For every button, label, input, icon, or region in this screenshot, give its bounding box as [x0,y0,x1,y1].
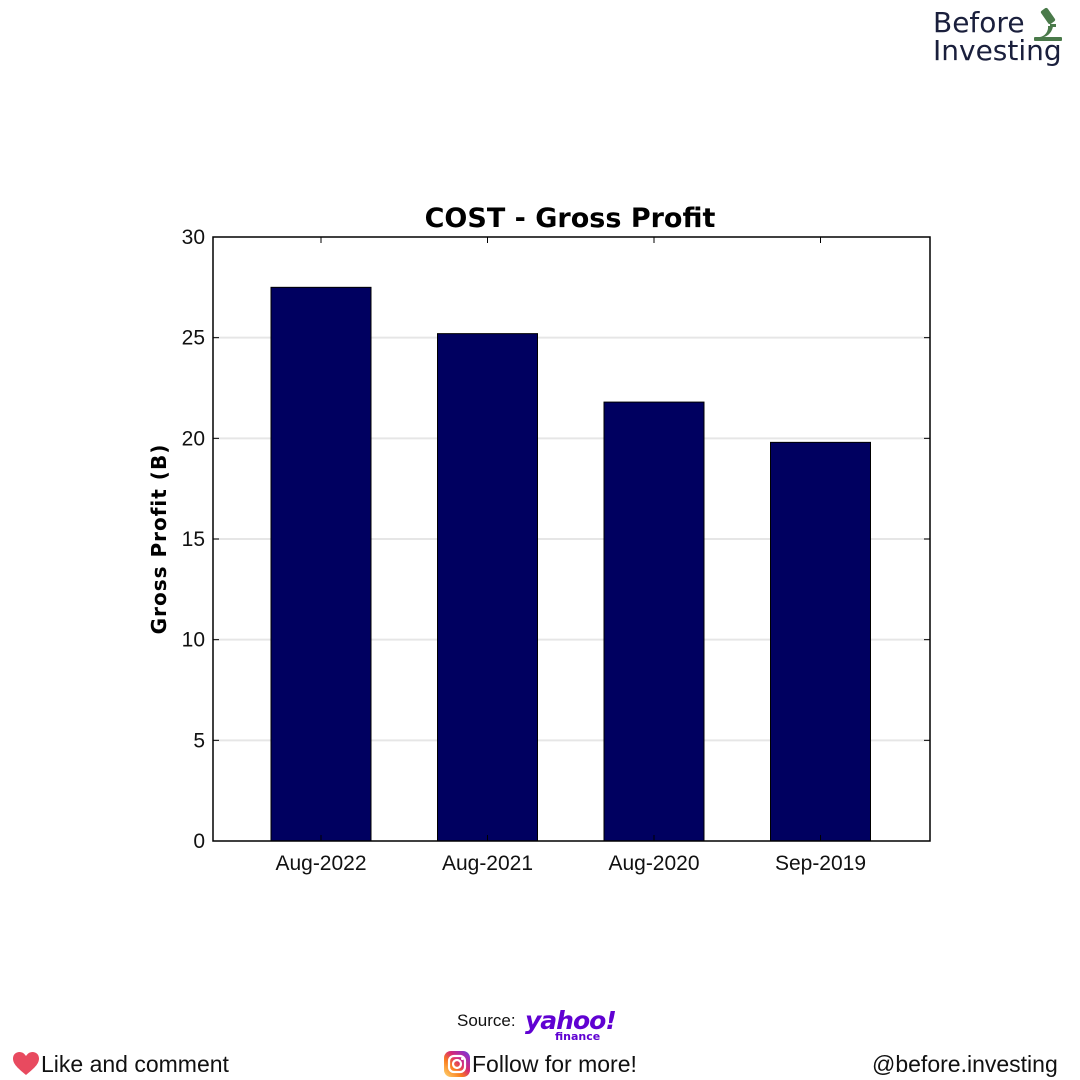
footer-handle: @before.investing [872,1048,1058,1080]
handle-text: @before.investing [872,1050,1058,1077]
y-axis-label: Gross Profit (B) [147,444,171,635]
source-attribution: Source: yahoo! finance [457,1008,627,1044]
source-label: Source: [457,1011,516,1030]
like-text: Like and comment [41,1050,229,1077]
x-tick-label: Aug-2020 [608,852,699,875]
brand-logo: Before Investing [930,4,1072,70]
bar [437,333,538,842]
yahoo-logo-word: yahoo! [525,1006,617,1035]
follow-text: Follow for more! [472,1050,637,1077]
bar [270,286,372,842]
yahoo-finance-logo: yahoo! finance [525,1006,617,1044]
y-tick-label: 25 [182,327,205,350]
y-tick-label: 20 [182,427,205,450]
footer-follow: Follow for more! [443,1048,637,1080]
x-tick-label: Aug-2022 [275,852,366,875]
y-tick-label: 30 [182,226,205,249]
microscope-icon [1034,7,1062,41]
x-tick-label: Sep-2019 [775,852,866,875]
y-tick-label: 10 [182,629,205,652]
brand-name-line1: Before [933,6,1025,39]
yahoo-logo-sub: finance [555,1030,601,1043]
bar [770,441,871,842]
bars [270,286,871,842]
axis-ticks: 0 5 10 15 20 25 30 Aug-2022 Aug-2021 Aug-2020 Sep-… [182,226,930,875]
bar [603,401,705,842]
instagram-icon [444,1051,470,1077]
footer-like: Like and comment [12,1048,229,1080]
y-tick-label: 0 [193,830,205,853]
y-tick-label: 15 [182,528,205,551]
x-tick-label: Aug-2021 [442,852,533,875]
heart-icon [13,1052,39,1075]
y-tick-label: 5 [193,729,205,752]
chart-title: COST - Gross Profit [425,203,716,234]
